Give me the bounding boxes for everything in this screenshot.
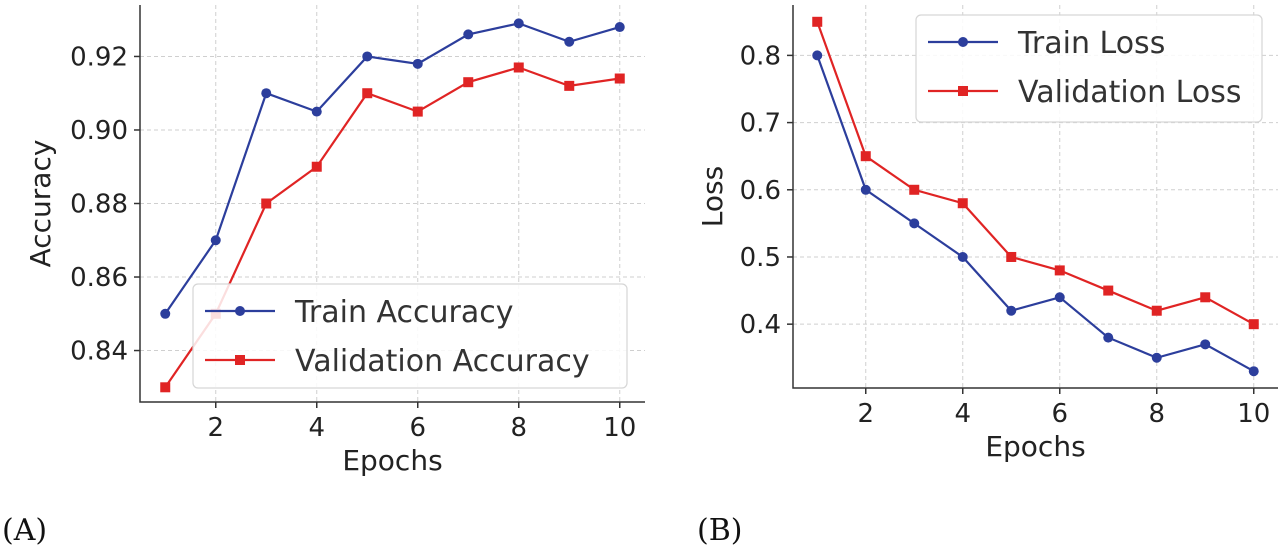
y-axis-label: Loss (696, 166, 729, 227)
data-point (1200, 339, 1211, 350)
data-point (957, 251, 968, 262)
data-point (311, 106, 322, 117)
y-tick-label: 0.5 (740, 243, 781, 273)
x-tick-label: 4 (308, 413, 325, 443)
x-axis-label: Epochs (342, 444, 442, 477)
data-point (1054, 265, 1065, 276)
data-point (1103, 285, 1114, 296)
y-tick-label: 0.4 (740, 310, 781, 340)
data-point (160, 382, 171, 393)
axis-spines (792, 5, 1278, 389)
legend-label: Train Accuracy (294, 295, 513, 330)
data-point (513, 62, 524, 73)
y-tick-label: 0.6 (740, 176, 781, 206)
y-tick-label: 0.88 (70, 190, 128, 220)
data-point (860, 184, 871, 195)
data-point (362, 51, 373, 62)
data-point (160, 308, 171, 319)
axis-spines (139, 5, 645, 403)
chart-panel-accuracy: 2 4 6 8 10 0.84 0.86 0.88 0.90 0.92 Epochs Accuracy… (2, 5, 645, 548)
x-tick-label: 10 (603, 413, 636, 443)
x-tick-label: 2 (207, 413, 224, 443)
legend: Train Loss Validation Loss (915, 14, 1263, 123)
data-point (210, 235, 221, 246)
data-point (909, 184, 920, 195)
data-point (614, 22, 625, 33)
data-point (1006, 251, 1017, 262)
y-tick-label: 0.8 (740, 41, 781, 71)
data-point (1103, 332, 1114, 343)
y-axis-label: Accuracy (24, 140, 57, 268)
data-point (860, 151, 871, 162)
x-tick-label: 8 (1148, 399, 1165, 429)
legend-marker (235, 306, 245, 316)
data-point (564, 36, 575, 47)
legend-frame (915, 14, 1263, 123)
x-tick-label: 6 (1051, 399, 1068, 429)
series-line-train-loss (816, 55, 1255, 373)
y-tick-label: 0.7 (740, 109, 781, 139)
series-line-validation-loss (816, 21, 1255, 326)
data-point (1054, 292, 1065, 303)
data-point (909, 218, 920, 229)
series-line-validation-accuracy (164, 66, 620, 388)
panel-label: (B) (697, 513, 742, 548)
legend-marker (958, 86, 968, 96)
data-point (1151, 305, 1162, 316)
x-tick-label: 2 (857, 399, 874, 429)
legend: Train Accuracy Validation Accuracy (192, 283, 628, 389)
y-tick-label: 0.84 (70, 337, 128, 367)
data-point (1151, 352, 1162, 363)
data-point (513, 18, 524, 29)
data-point (1200, 292, 1211, 303)
x-tick-label: 6 (409, 413, 426, 443)
panel-label: (A) (2, 513, 47, 548)
data-point (463, 77, 474, 88)
legend-marker (235, 355, 245, 365)
x-tick-label: 4 (954, 399, 971, 429)
series-line-train-accuracy (164, 22, 621, 315)
legend-label: Validation Accuracy (295, 344, 590, 379)
data-point (311, 161, 322, 172)
data-point (463, 29, 474, 40)
y-tick-label: 0.90 (70, 116, 128, 146)
y-tick-label: 0.92 (70, 42, 128, 72)
data-point (957, 198, 968, 209)
legend-label: Train Loss (1017, 26, 1165, 61)
legend-marker (958, 37, 968, 47)
data-point (261, 198, 272, 209)
data-point (261, 88, 272, 99)
data-point (1006, 305, 1017, 316)
x-tick-label: 10 (1237, 399, 1270, 429)
data-point (564, 80, 575, 91)
data-point (1248, 366, 1259, 377)
legend-label: Validation Loss (1018, 75, 1241, 110)
data-point (614, 73, 625, 84)
chart-panel-loss: 2 4 6 8 10 0.4 0.5 0.6 0.7 0.8 Epochs Loss Train Los… (696, 5, 1278, 548)
legend-frame (192, 283, 628, 389)
x-axis-label: Epochs (985, 430, 1085, 463)
data-point (362, 88, 373, 99)
data-point (1248, 319, 1259, 330)
y-tick-label: 0.86 (70, 263, 128, 293)
data-point (412, 58, 423, 69)
data-point (412, 106, 423, 117)
data-point (812, 50, 823, 61)
x-tick-label: 8 (510, 413, 527, 443)
data-point (812, 16, 823, 27)
